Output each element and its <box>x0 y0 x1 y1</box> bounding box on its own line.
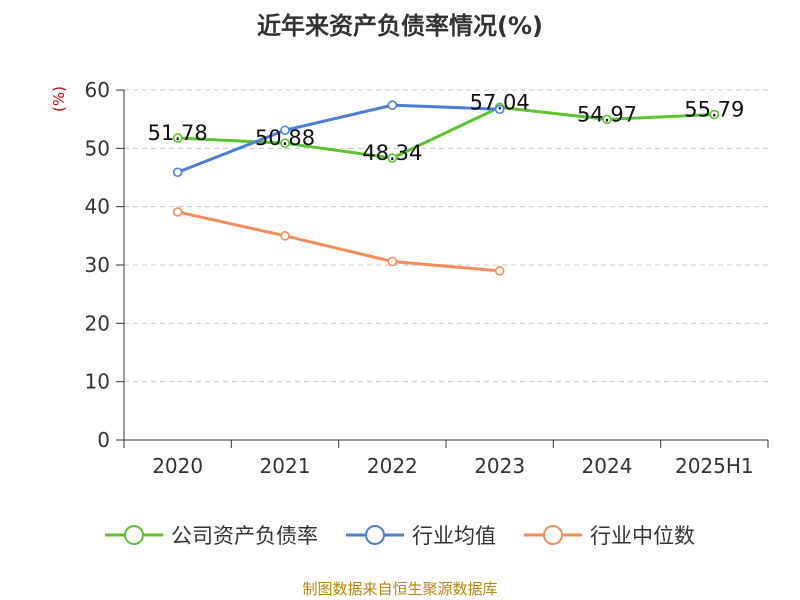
legend-item[interactable]: 公司资产负债率 <box>105 520 318 550</box>
data-label: 48.34 <box>362 141 422 165</box>
y-tick-label: 10 <box>85 370 110 394</box>
x-tick-label: 2022 <box>367 454 418 478</box>
x-tick-label: 2023 <box>474 454 525 478</box>
legend-label: 行业中位数 <box>590 524 695 548</box>
data-labels: 51.78 50.88 48.34 57.04 54.97 55.79 <box>148 90 745 165</box>
legend-swatch-icon <box>346 523 404 547</box>
series-line-1 <box>177 103 500 174</box>
x-tick-label: 2024 <box>582 454 633 478</box>
y-tick-label: 20 <box>85 311 110 335</box>
data-point <box>494 104 505 115</box>
y-tick-label: 60 <box>85 78 110 102</box>
data-point <box>280 138 290 148</box>
series-line-2 <box>177 210 500 273</box>
data-point <box>387 100 398 110</box>
legend-label: 公司资产负债率 <box>171 524 318 548</box>
y-tick-label: 0 <box>97 428 110 452</box>
legend-swatch-icon <box>524 523 582 547</box>
data-label: 55.79 <box>684 98 744 122</box>
source-footer: 制图数据来自恒生聚源数据库 <box>302 580 498 598</box>
legend-label: 行业均值 <box>412 524 496 548</box>
data-point <box>387 153 398 163</box>
legend-item[interactable]: 行业中位数 <box>524 520 695 550</box>
data-point <box>280 125 290 136</box>
legend: 公司资产负债率 行业均值 行业中位数 <box>0 520 800 550</box>
data-point <box>494 266 505 276</box>
y-tick-label: 30 <box>85 253 110 277</box>
data-label: 57.04 <box>470 90 530 114</box>
series-line-0 <box>177 105 715 160</box>
x-tick-label: 2020 <box>152 454 203 478</box>
chart-title: 近年来资产负债率情况(%) <box>257 12 543 40</box>
data-point <box>387 256 398 267</box>
data-point <box>172 133 183 143</box>
y-tick-label: 40 <box>85 195 110 219</box>
data-point <box>709 109 720 120</box>
data-label: 51.78 <box>148 121 208 145</box>
data-label: 54.97 <box>577 102 637 126</box>
legend-item[interactable]: 行业均值 <box>346 520 496 550</box>
data-point <box>172 207 183 217</box>
data-point <box>280 231 290 241</box>
y-tick-label: 50 <box>85 136 110 160</box>
data-label: 50.88 <box>255 126 315 150</box>
series-lines <box>172 100 720 276</box>
data-point <box>602 114 612 125</box>
axes: 0 10 20 30 40 50 60 2020 2021 2022 2023 2024 2025H1 <box>85 78 769 478</box>
legend-swatch-icon <box>105 523 163 547</box>
data-point <box>172 167 183 178</box>
x-tick-label: 2021 <box>260 454 311 478</box>
x-tick-label: 2025H1 <box>675 454 754 478</box>
